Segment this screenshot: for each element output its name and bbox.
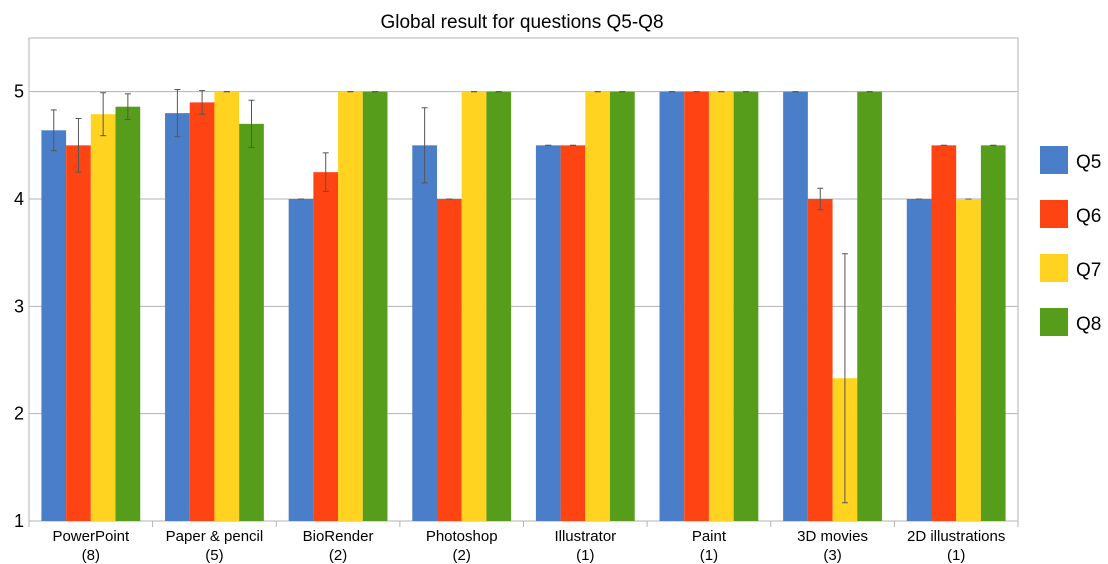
bar-q8: [857, 91, 882, 522]
bar-q5: [906, 199, 932, 521]
bar-q7: [214, 91, 240, 522]
y-tick-label: 4: [14, 189, 24, 209]
bar-q7: [585, 91, 611, 522]
legend: Q5 Q6 Q7 Q8: [1040, 146, 1101, 336]
bar-q6: [436, 199, 462, 521]
legend-label: Q5: [1076, 152, 1101, 173]
x-category-count: (8): [82, 547, 100, 564]
x-category-label: Paper & pencil: [166, 528, 264, 545]
bar-q8: [733, 91, 759, 522]
bar-q6: [807, 199, 833, 521]
x-category-label: Illustrator: [554, 528, 616, 545]
x-category-count: (5): [205, 547, 223, 564]
x-category-label: Photoshop: [426, 528, 498, 545]
y-tick-label: 1: [14, 511, 24, 531]
bar-q6: [313, 172, 339, 521]
x-category-label: 3D movies: [797, 528, 868, 545]
bar-q8: [239, 123, 264, 521]
bar-q7: [708, 91, 734, 522]
legend-label: Q8: [1076, 314, 1101, 335]
x-category-label: BioRender: [303, 528, 374, 545]
bar-q8: [115, 106, 141, 522]
bar-q8: [610, 91, 635, 522]
bar-q6: [684, 91, 709, 522]
bar-q5: [41, 130, 67, 521]
legend-swatch-q8: [1040, 308, 1068, 336]
bar-q5: [165, 113, 190, 521]
error-layer: [50, 89, 997, 504]
bar-q5: [412, 145, 437, 522]
x-category-count: (2): [329, 547, 347, 564]
bar-q7: [956, 199, 981, 521]
bar-q8: [362, 91, 388, 522]
bar-q5: [288, 199, 314, 521]
legend-swatch-q5: [1040, 146, 1068, 174]
legend-label: Q7: [1076, 260, 1101, 281]
y-tick-label: 2: [14, 404, 24, 424]
x-category-count: (3): [823, 547, 841, 564]
bar-q6: [189, 102, 215, 522]
legend-label: Q6: [1076, 206, 1101, 227]
x-category-count: (2): [453, 547, 471, 564]
bar-q8: [980, 145, 1006, 522]
bar-q5: [659, 91, 685, 522]
bar-q8: [486, 91, 512, 522]
legend-swatch-q7: [1040, 254, 1068, 282]
y-tick-label: 5: [14, 82, 24, 102]
bar-q6: [66, 145, 91, 522]
bar-q7: [461, 91, 487, 522]
legend-swatch-q6: [1040, 200, 1068, 228]
bar-q5: [783, 91, 808, 522]
x-category-count: (1): [947, 547, 965, 564]
bar-q5: [535, 145, 561, 522]
x-category-count: (1): [700, 547, 718, 564]
x-category-label: PowerPoint: [52, 528, 130, 545]
bar-layer: [41, 91, 1006, 522]
bar-q6: [560, 145, 586, 522]
x-category-count: (1): [576, 547, 594, 564]
chart-title: Global result for questions Q5-Q8: [380, 12, 663, 33]
x-category-label: Paint: [692, 528, 727, 545]
y-tick-label: 3: [14, 296, 24, 316]
axis-layer: 1 2 3 4 5 PowerPoint (8) Paper & pencil (5) BioRe…: [14, 82, 1019, 564]
bar-q7: [90, 114, 116, 521]
bar-q7: [338, 91, 363, 522]
bar-q6: [931, 145, 957, 522]
x-category-label: 2D illustrations: [907, 528, 1005, 545]
